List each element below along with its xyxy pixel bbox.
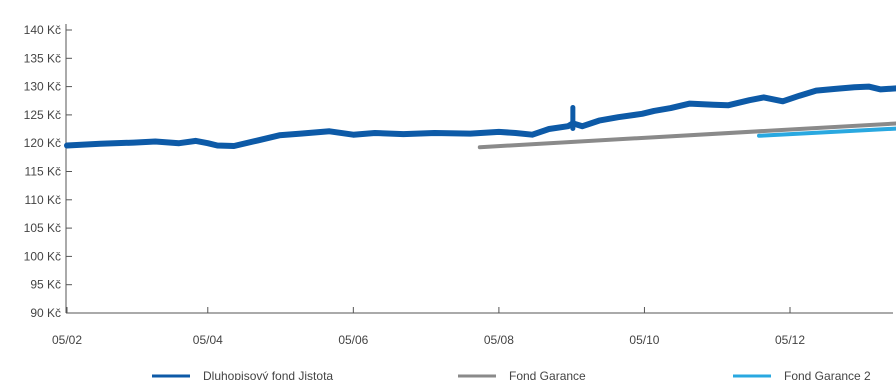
x-tick-label: 05/08 (484, 333, 514, 347)
x-axis-ticks: 05/02 05/04 05/06 05/08 05/10 05/12 (52, 307, 805, 347)
y-tick-label: 95 Kč (30, 278, 61, 292)
x-tick-label: 05/06 (338, 333, 368, 347)
y-tick-label: 140 Kč (24, 23, 61, 37)
y-tick-label: 130 Kč (24, 80, 61, 94)
x-tick-label: 05/04 (193, 333, 223, 347)
y-tick-label: 120 Kč (24, 136, 61, 150)
chart-series (64, 83, 896, 150)
y-axis-ticks: 90 Kč 95 Kč 100 Kč 105 Kč 110 Kč 115 Kč 120 Kč… (24, 23, 72, 320)
chart-axes (65, 24, 893, 314)
y-tick-label: 125 Kč (24, 108, 61, 122)
y-tick-label: 115 Kč (25, 165, 61, 179)
x-tick-label: 05/10 (629, 333, 659, 347)
y-tick-label: 110 Kč (25, 193, 61, 207)
series-line (64, 83, 896, 149)
x-tick-label: 05/02 (52, 333, 82, 347)
legend-label: Fond Garance (509, 369, 586, 380)
series-line (477, 121, 896, 150)
legend-label: Fond Garance 2 (784, 369, 871, 380)
y-tick-label: 90 Kč (30, 306, 61, 320)
y-tick-label: 100 Kč (24, 249, 61, 263)
legend-label: Dluhopisový fond Jistota (203, 369, 333, 380)
y-tick-label: 105 Kč (24, 221, 61, 235)
y-tick-label: 135 Kč (24, 51, 61, 65)
x-tick-label: 05/12 (775, 333, 805, 347)
chart-legend: Dluhopisový fond Jistota Fond Garance Fond… (152, 369, 871, 380)
series-line (757, 126, 896, 138)
